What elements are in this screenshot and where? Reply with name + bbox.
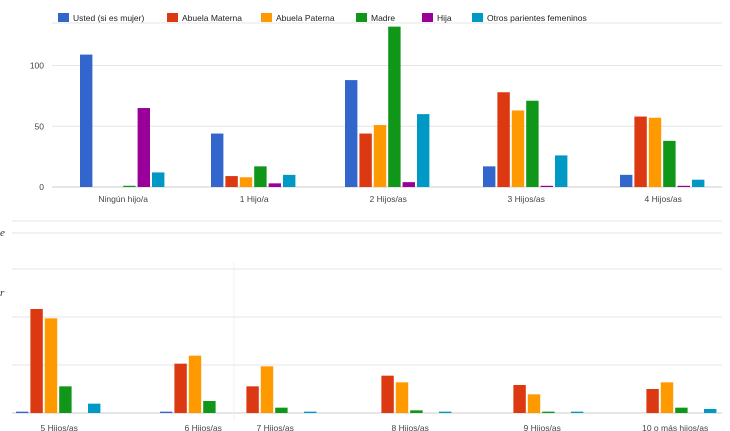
bar-usted-si-es-mujer-3-hijos-as xyxy=(483,166,496,187)
bar-madre-10-o-mas-hiios-as xyxy=(675,407,688,413)
category-label-4-hijos-as: 4 Hijos/as xyxy=(645,194,682,204)
bar-otros-parientes-femeninos-7-hiios-as xyxy=(304,411,317,413)
bar-abuela-materna-7-hiios-as xyxy=(246,386,259,413)
chart-top: 0 50 100 Ningún hijo/a 1 Hijo/a 2 Hijos/as 3 … xyxy=(30,22,722,204)
legend-swatch-usted-si-es-mujer xyxy=(58,13,69,22)
legend-label-hija: Hija xyxy=(437,13,452,23)
bar-otros-parientes-femeninos-2-hijos-as xyxy=(417,114,430,187)
bar-hija-2-hijos-as xyxy=(402,182,415,187)
category-label-10-o-mas-hiios-as: 10 o más hiios/as xyxy=(642,423,708,431)
category-label-8-hiios-as: 8 Hiios/as xyxy=(392,423,429,431)
bar-usted-si-es-mujer-5-hiios-as xyxy=(16,411,29,413)
bar-abuela-materna-2-hijos-as xyxy=(359,133,372,187)
bar-madre-6-hiios-as xyxy=(203,401,216,413)
bar-abuela-materna-8-hiios-as xyxy=(381,375,394,413)
legend-label-madre: Madre xyxy=(371,13,395,23)
category-label-2-hijos-as: 2 Hijos/as xyxy=(370,194,407,204)
legend-swatch-otros-parientes-femeninos xyxy=(472,13,483,22)
chart-bottom-left: 5 Hiios/as 6 Hiios/as xyxy=(12,220,234,431)
bar-hija-4-hijos-as xyxy=(677,185,690,187)
bar-madre-8-hiios-as xyxy=(410,410,423,413)
cropped-text-fragment: e xyxy=(0,227,5,239)
bar-usted-si-es-mujer-2-hijos-as xyxy=(345,80,358,187)
bar-abuela-materna-9-hiios-as xyxy=(513,385,526,413)
y-axis-ticks: 0 50 100 xyxy=(30,61,44,192)
legend-swatch-abuela-materna xyxy=(167,13,178,22)
x-axis-categories: 5 Hiios/as 6 Hiios/as xyxy=(41,423,222,431)
category-label-6-hiios-as: 6 Hiios/as xyxy=(185,423,222,431)
bar-abuela-paterna-9-hiios-as xyxy=(527,394,541,413)
bars xyxy=(80,26,705,188)
bar-usted-si-es-mujer-1-hijo-a xyxy=(211,133,224,187)
bar-abuela-materna-10-o-mas-hiios-as xyxy=(646,389,659,413)
category-label-7-hiios-as: 7 Hiios/as xyxy=(257,423,294,431)
legend-swatch-abuela-paterna xyxy=(261,13,272,22)
bar-otros-parientes-femeninos-10-o-mas-hiios-as xyxy=(704,409,717,413)
bar-abuela-paterna-3-hijos-as xyxy=(511,110,525,187)
bar-abuela-paterna-6-hiios-as xyxy=(188,355,202,413)
bar-abuela-paterna-7-hiios-as xyxy=(260,366,274,413)
category-label-3-hijos-as: 3 Hijos/as xyxy=(508,194,545,204)
category-label-5-hiios-as: 5 Hiios/as xyxy=(41,423,78,431)
bar-usted-si-es-mujer-ningun-hijo-a xyxy=(80,54,93,187)
bar-otros-parientes-femeninos-9-hiios-as xyxy=(571,411,584,413)
bar-otros-parientes-femeninos-8-hiios-as xyxy=(439,411,452,413)
bar-otros-parientes-femeninos-5-hiios-as xyxy=(88,403,101,413)
category-label-1-hijo-a: 1 Hijo/a xyxy=(240,194,269,204)
bar-abuela-paterna-1-hijo-a xyxy=(239,177,253,187)
bar-abuela-paterna-2-hijos-as xyxy=(373,125,387,187)
y-tick-label: 50 xyxy=(35,121,45,131)
bar-abuela-materna-3-hijos-as xyxy=(497,92,510,187)
bar-usted-si-es-mujer-6-hiios-as xyxy=(160,411,173,413)
bar-abuela-materna-1-hijo-a xyxy=(225,176,238,187)
bar-abuela-materna-4-hijos-as xyxy=(634,116,647,187)
bar-abuela-paterna-4-hijos-as xyxy=(648,117,662,187)
bar-abuela-materna-5-hiios-as xyxy=(30,309,43,413)
x-axis-categories: 7 Hiios/as 8 Hiios/as 9 Hiios/as 10 o más h… xyxy=(257,423,709,431)
bar-madre-3-hijos-as xyxy=(526,100,539,187)
y-tick-label: 100 xyxy=(30,61,44,71)
legend-label-otros-parientes-femeninos: Otros parientes femeninos xyxy=(487,13,587,23)
category-label-9-hiios-as: 9 Hiios/as xyxy=(524,423,561,431)
bar-abuela-materna-6-hiios-as xyxy=(174,363,187,413)
bar-usted-si-es-mujer-4-hijos-as xyxy=(620,174,633,187)
category-label-ningun-hijo-a: Ningún hijo/a xyxy=(98,194,148,204)
bar-abuela-paterna-10-o-mas-hiios-as xyxy=(660,382,674,413)
bar-madre-2-hijos-as xyxy=(388,26,401,188)
bar-otros-parientes-femeninos-ningun-hijo-a xyxy=(152,172,165,187)
legend-label-abuela-materna: Abuela Materna xyxy=(182,13,242,23)
bar-madre-5-hiios-as xyxy=(59,386,72,413)
chart-bottom-right: 7 Hiios/as 8 Hiios/as 9 Hiios/as 10 o más h… xyxy=(233,220,722,431)
bar-otros-parientes-femeninos-3-hijos-as xyxy=(555,155,568,187)
bar-abuela-paterna-5-hiios-as xyxy=(44,318,58,413)
legend-swatch-madre xyxy=(356,13,367,22)
bar-madre-4-hijos-as xyxy=(663,140,676,187)
bar-otros-parientes-femeninos-4-hijos-as xyxy=(692,179,705,187)
bar-hija-1-hijo-a xyxy=(268,183,281,187)
bars xyxy=(246,366,717,413)
bar-hija-3-hijos-as xyxy=(540,185,553,187)
bars xyxy=(16,309,216,413)
legend-label-abuela-paterna: Abuela Paterna xyxy=(276,13,335,23)
bar-madre-ningun-hijo-a xyxy=(123,185,136,187)
bar-abuela-paterna-8-hiios-as xyxy=(395,382,409,413)
legend: Usted (si es mujer) Abuela Materna Abuela … xyxy=(58,13,587,23)
cropped-text-fragment: r xyxy=(0,287,5,299)
bar-madre-9-hiios-as xyxy=(542,411,555,413)
bar-madre-7-hiios-as xyxy=(275,407,288,413)
bar-hija-ningun-hijo-a xyxy=(137,108,150,187)
legend-label-usted-si-es-mujer: Usted (si es mujer) xyxy=(73,13,144,23)
legend-swatch-hija xyxy=(422,13,433,22)
bar-madre-1-hijo-a xyxy=(254,166,267,187)
y-tick-label: 0 xyxy=(39,182,44,192)
bar-otros-parientes-femeninos-1-hijo-a xyxy=(283,174,296,187)
x-axis-categories: Ningún hijo/a 1 Hijo/a 2 Hijos/as 3 Hijos/a… xyxy=(98,194,681,204)
